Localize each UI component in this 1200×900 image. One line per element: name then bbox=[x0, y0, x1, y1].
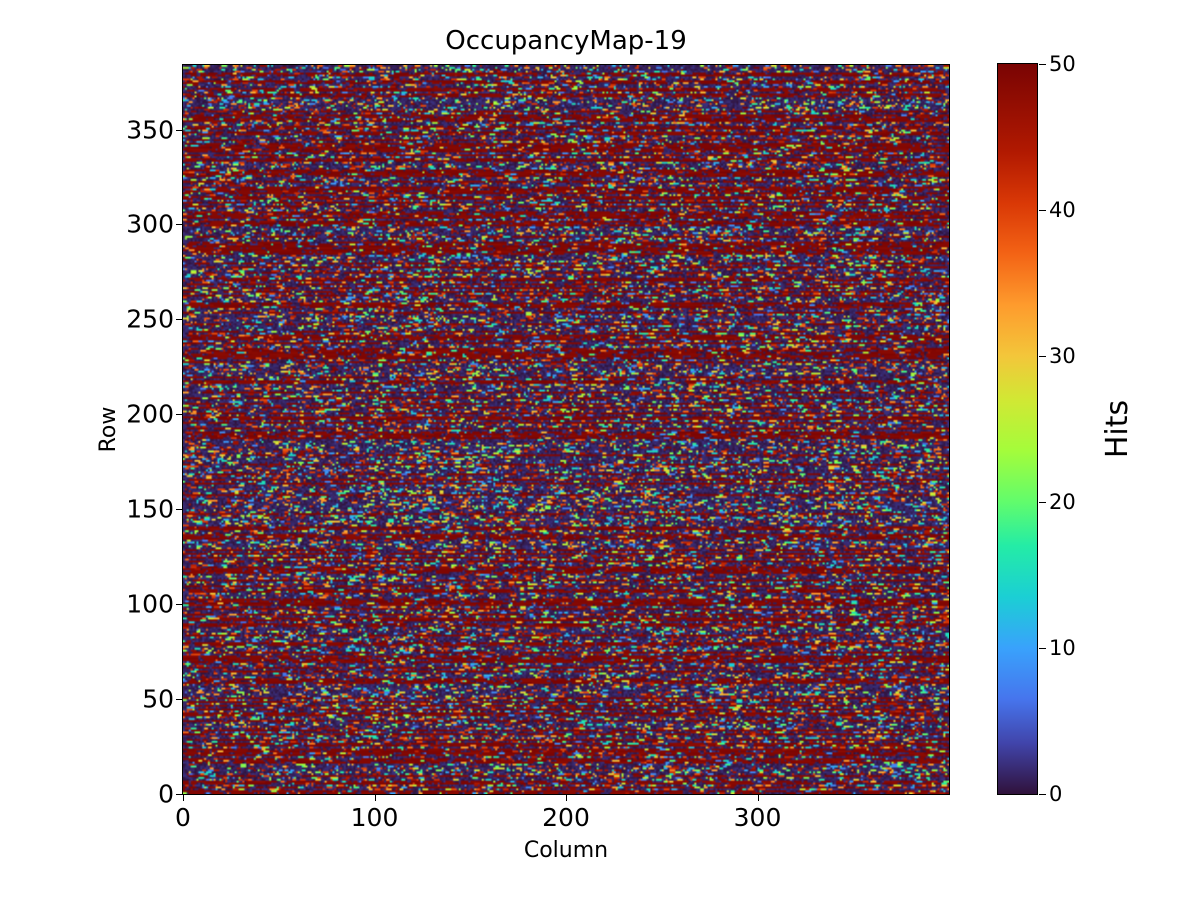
heatmap-axes[interactable] bbox=[182, 64, 950, 795]
y-tick-mark bbox=[176, 509, 182, 511]
colorbar-tick-label: 40 bbox=[1049, 198, 1076, 222]
x-tick-label: 0 bbox=[175, 803, 191, 832]
y-tick-label: 200 bbox=[126, 399, 174, 429]
colorbar-tick-mark bbox=[1039, 210, 1046, 211]
y-tick-label: 350 bbox=[126, 115, 174, 145]
y-tick-mark bbox=[176, 414, 182, 416]
x-tick-mark bbox=[566, 795, 567, 801]
y-tick-mark bbox=[176, 699, 182, 701]
x-tick-label: 300 bbox=[733, 803, 782, 832]
colorbar-label: Hits bbox=[1100, 399, 1135, 459]
y-tick-mark bbox=[176, 604, 182, 606]
y-tick-mark bbox=[176, 319, 182, 321]
colorbar-tick-mark bbox=[1039, 502, 1046, 503]
y-tick-mark bbox=[176, 794, 182, 795]
colorbar-tick-label: 10 bbox=[1049, 636, 1076, 660]
y-axis-label: Row bbox=[96, 406, 121, 453]
y-tick-label: 100 bbox=[126, 589, 174, 619]
colorbar-tick-label: 20 bbox=[1049, 490, 1076, 514]
colorbar-tick-mark bbox=[1039, 648, 1046, 649]
y-tick-label: 50 bbox=[142, 684, 174, 714]
colorbar-gradient bbox=[998, 64, 1037, 794]
colorbar-tick-label: 0 bbox=[1049, 782, 1063, 806]
y-tick-mark bbox=[176, 224, 182, 226]
x-tick-mark bbox=[183, 795, 184, 801]
x-tick-mark bbox=[757, 795, 759, 801]
colorbar-tick-mark bbox=[1039, 64, 1046, 65]
y-tick-mark bbox=[176, 129, 182, 131]
y-tick-label: 0 bbox=[158, 779, 174, 809]
colorbar-tick-mark bbox=[1039, 794, 1046, 795]
x-tick-label: 100 bbox=[350, 803, 399, 832]
y-tick-label: 150 bbox=[126, 494, 174, 524]
colorbar-tick-mark bbox=[1039, 356, 1046, 357]
y-tick-label: 250 bbox=[126, 304, 174, 334]
y-tick-label: 300 bbox=[126, 209, 174, 239]
page-title: OccupancyMap-19 bbox=[445, 26, 687, 56]
colorbar[interactable] bbox=[997, 63, 1038, 795]
occupancy-heatmap-image[interactable] bbox=[183, 65, 949, 794]
x-tick-label: 200 bbox=[542, 803, 590, 832]
colorbar-tick-label: 50 bbox=[1049, 52, 1076, 76]
x-tick-mark bbox=[374, 795, 376, 801]
colorbar-tick-label: 30 bbox=[1049, 344, 1076, 368]
x-axis-label: Column bbox=[523, 838, 609, 863]
